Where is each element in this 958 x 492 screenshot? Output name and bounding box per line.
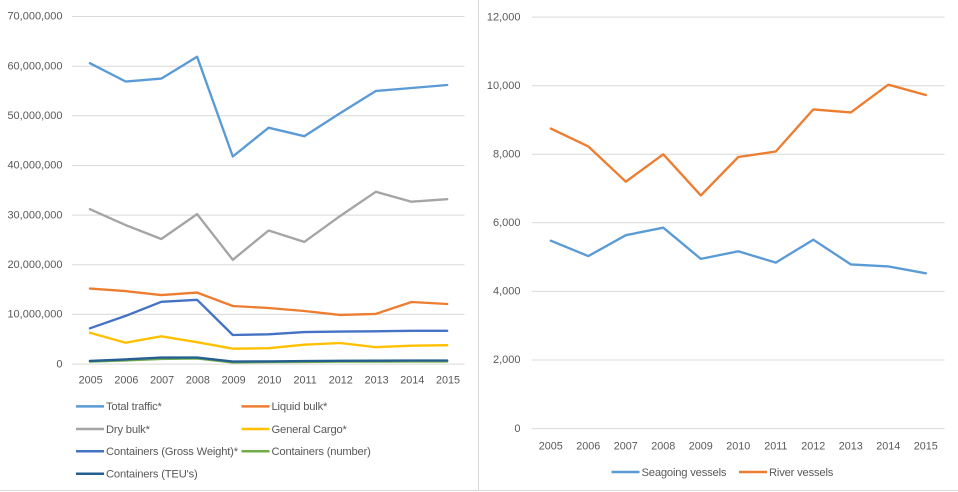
- svg-text:2014: 2014: [876, 441, 900, 453]
- svg-text:2005: 2005: [79, 375, 103, 387]
- svg-text:2012: 2012: [801, 441, 825, 453]
- svg-text:60,000,000: 60,000,000: [7, 60, 62, 72]
- svg-text:2010: 2010: [257, 375, 281, 387]
- svg-text:10,000,000: 10,000,000: [7, 309, 62, 321]
- svg-text:2010: 2010: [726, 441, 750, 453]
- svg-text:0: 0: [56, 358, 62, 370]
- svg-text:2011: 2011: [764, 441, 787, 453]
- svg-text:Liquid bulk*: Liquid bulk*: [272, 401, 329, 413]
- svg-text:6,000: 6,000: [493, 217, 521, 229]
- svg-text:2013: 2013: [365, 375, 389, 387]
- svg-text:2013: 2013: [839, 441, 863, 453]
- svg-text:8,000: 8,000: [493, 149, 521, 161]
- svg-text:Containers (number): Containers (number): [272, 446, 372, 458]
- svg-text:2007: 2007: [150, 375, 174, 387]
- svg-text:Total traffic*: Total traffic*: [106, 401, 163, 413]
- svg-text:2015: 2015: [436, 375, 460, 387]
- svg-text:2014: 2014: [400, 375, 424, 387]
- svg-text:12,000: 12,000: [487, 11, 521, 23]
- svg-text:50,000,000: 50,000,000: [7, 110, 62, 122]
- svg-text:30,000,000: 30,000,000: [7, 209, 62, 221]
- svg-text:2008: 2008: [186, 375, 210, 387]
- svg-text:2012: 2012: [329, 375, 353, 387]
- svg-text:2006: 2006: [114, 375, 138, 387]
- svg-text:2009: 2009: [222, 375, 246, 387]
- svg-text:20,000,000: 20,000,000: [7, 259, 62, 271]
- svg-text:4,000: 4,000: [493, 286, 521, 298]
- svg-text:General Cargo*: General Cargo*: [272, 424, 348, 436]
- svg-text:2011: 2011: [293, 375, 316, 387]
- svg-text:70,000,000: 70,000,000: [7, 11, 62, 23]
- svg-text:2,000: 2,000: [493, 354, 521, 366]
- svg-text:2009: 2009: [689, 441, 713, 453]
- svg-text:Containers (TEU's): Containers (TEU's): [106, 469, 198, 481]
- svg-text:2015: 2015: [914, 441, 938, 453]
- svg-text:2008: 2008: [651, 441, 675, 453]
- svg-text:Seagoing vessels: Seagoing vessels: [642, 467, 727, 479]
- svg-text:2005: 2005: [539, 441, 563, 453]
- svg-text:Dry bulk*: Dry bulk*: [106, 424, 151, 436]
- svg-text:0: 0: [514, 423, 520, 435]
- svg-text:Containers (Gross Weight)*: Containers (Gross Weight)*: [106, 446, 239, 458]
- svg-text:10,000: 10,000: [487, 80, 521, 92]
- svg-text:40,000,000: 40,000,000: [7, 160, 62, 172]
- svg-text:2007: 2007: [614, 441, 638, 453]
- svg-text:River vessels: River vessels: [769, 467, 834, 479]
- svg-text:2006: 2006: [576, 441, 600, 453]
